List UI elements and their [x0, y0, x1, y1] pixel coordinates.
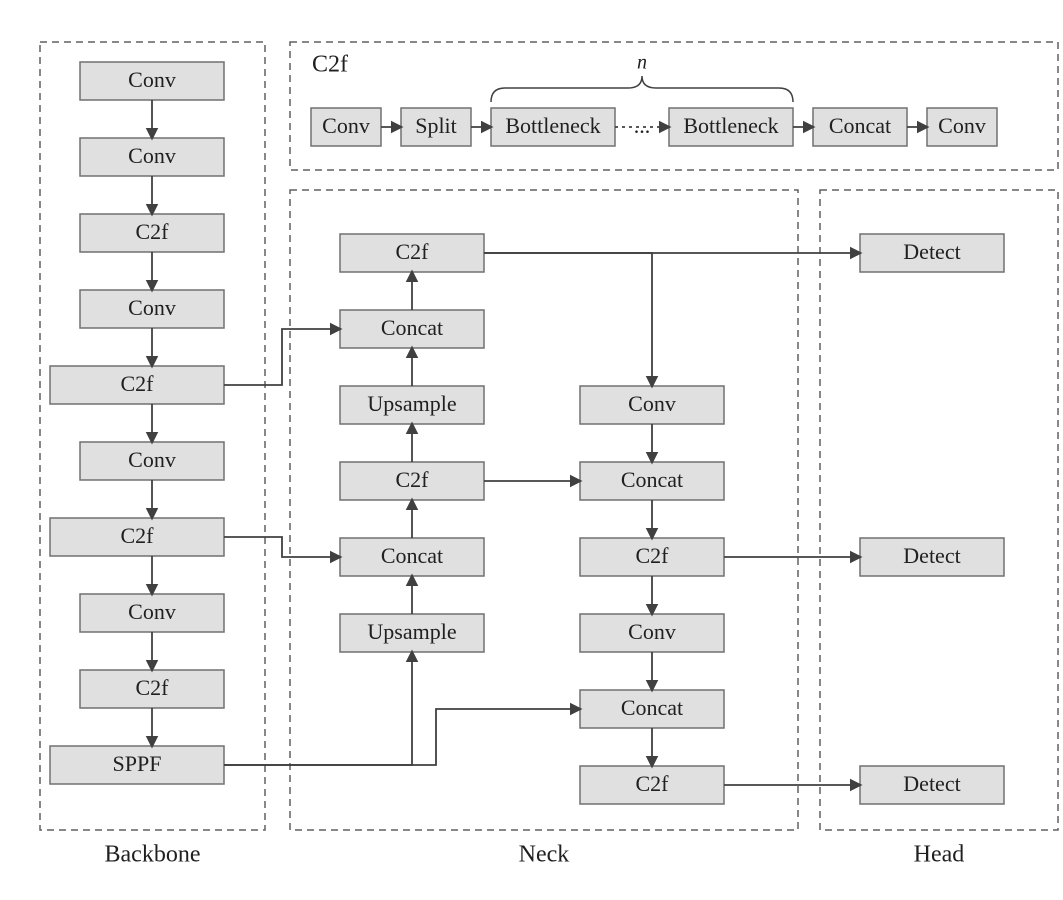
bb2-label: C2f — [136, 219, 170, 244]
c2f-title: C2f — [312, 52, 348, 78]
c3-label: Bottleneck — [683, 113, 778, 138]
h0-label: Detect — [903, 239, 960, 264]
h2-label: Detect — [903, 771, 960, 796]
c1-label: Split — [415, 113, 457, 138]
c2f-dots: ... — [634, 113, 651, 138]
head-label: Head — [914, 842, 965, 868]
nr0-label: Conv — [628, 391, 676, 416]
head-panel — [820, 190, 1058, 830]
neck-panel — [290, 190, 798, 830]
c0-label: Conv — [322, 113, 370, 138]
bb5-label: Conv — [128, 447, 176, 472]
bb9-label: SPPF — [113, 751, 162, 776]
neck-label: Neck — [519, 842, 570, 868]
nl4-label: Concat — [381, 543, 443, 568]
bb7-label: Conv — [128, 599, 176, 624]
backbone-label: Backbone — [105, 842, 201, 868]
bb8-label: C2f — [136, 675, 170, 700]
nr3-label: Conv — [628, 619, 676, 644]
bb6-label: C2f — [121, 523, 155, 548]
c5-label: Conv — [938, 113, 986, 138]
c2f-n-label: n — [637, 52, 647, 74]
nr5-label: C2f — [636, 771, 670, 796]
architecture-diagram: Conv Conv C2f Conv C2f Conv C2f Conv C2f SPPF Conv… — [20, 20, 1063, 880]
c2f-brace — [491, 76, 793, 102]
bb0-label: Conv — [128, 67, 176, 92]
bb3-label: Conv — [128, 295, 176, 320]
nl0-label: C2f — [396, 239, 430, 264]
nr1-label: Concat — [621, 467, 683, 492]
nl5-label: Upsample — [367, 619, 456, 644]
h1-label: Detect — [903, 543, 960, 568]
nl3-label: C2f — [396, 467, 430, 492]
nr4-label: Concat — [621, 695, 683, 720]
bb1-label: Conv — [128, 143, 176, 168]
nl2-label: Upsample — [367, 391, 456, 416]
nr2-label: C2f — [636, 543, 670, 568]
c2-label: Bottleneck — [505, 113, 600, 138]
nl1-label: Concat — [381, 315, 443, 340]
c2f-panel — [290, 42, 1058, 170]
bb4-label: C2f — [121, 371, 155, 396]
c4-label: Concat — [829, 113, 891, 138]
